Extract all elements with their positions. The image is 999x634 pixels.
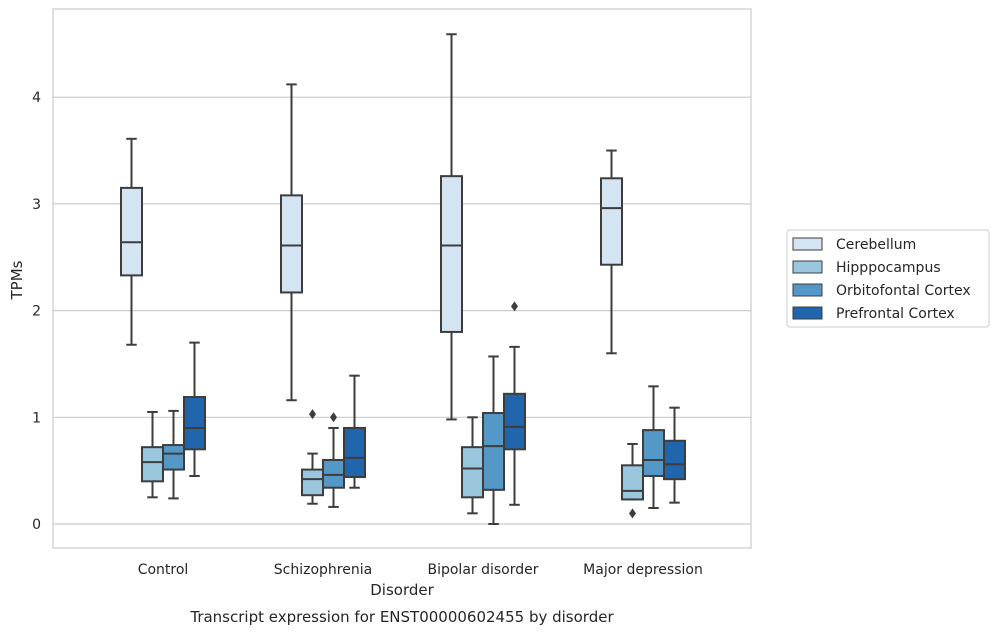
y-tick-labels: 0 1 2 3 4 <box>32 90 41 533</box>
outlier-point <box>309 409 316 420</box>
y-tick-label: 1 <box>32 410 41 426</box>
x-tick-labels: Control Schizophrenia Bipolar disorder Majo… <box>138 562 703 578</box>
y-tick-label: 3 <box>32 197 41 213</box>
legend: Cerebellum Hipppocampus Orbitofontal Corte… <box>786 229 990 328</box>
legend-label: Cerebellum <box>836 237 916 253</box>
outlier-point <box>330 412 337 423</box>
box-hipppocampus-3 <box>621 442 644 519</box>
box-cerebellum-0 <box>120 137 143 346</box>
box-body <box>663 439 686 481</box>
x-tick-label: Major depression <box>583 562 703 578</box>
legend-label: Hipppocampus <box>836 260 941 276</box>
box-body <box>183 396 206 451</box>
box-body <box>642 429 665 477</box>
x-tick-label: Bipolar disorder <box>427 562 538 578</box>
box-orbitofontal-cortex-2 <box>482 355 505 525</box>
legend-label: Prefrontal Cortex <box>836 306 955 322</box>
box-hipppocampus-0 <box>141 410 164 499</box>
outlier-point <box>511 301 518 312</box>
y-tick-label: 0 <box>32 517 41 533</box>
box-body <box>141 446 164 483</box>
box-body <box>482 412 505 491</box>
legend-label: Orbitofontal Cortex <box>836 283 971 299</box>
y-axis-label: TPMs <box>8 260 26 300</box>
box-body <box>322 458 345 489</box>
box-body <box>503 392 526 451</box>
box-body <box>301 468 324 497</box>
box-hipppocampus-1 <box>301 409 324 505</box>
legend-swatch <box>792 306 823 320</box>
outlier-point <box>629 508 636 519</box>
y-gridlines <box>53 96 751 525</box>
box-cerebellum-1 <box>280 83 303 402</box>
y-tick-label: 4 <box>32 90 41 106</box>
x-tick-label: Control <box>138 562 189 578</box>
box-prefrontal-cortex-1 <box>343 374 366 489</box>
plot-marks <box>120 33 686 525</box>
box-body <box>440 175 463 333</box>
box-body <box>461 446 484 499</box>
legend-frame <box>786 229 990 328</box>
box-body <box>343 426 366 479</box>
box-body <box>600 177 623 266</box>
box-orbitofontal-cortex-3 <box>642 385 665 509</box>
box-body <box>280 194 303 294</box>
legend-swatch <box>792 237 823 251</box>
y-tick-label: 2 <box>32 304 41 320</box>
box-body <box>162 444 185 471</box>
box-prefrontal-cortex-0 <box>183 341 206 477</box>
plot-frame <box>52 8 752 549</box>
box-prefrontal-cortex-3 <box>663 406 686 504</box>
box-body <box>120 186 143 277</box>
box-cerebellum-3 <box>600 149 623 355</box>
box-orbitofontal-cortex-0 <box>162 409 185 500</box>
box-prefrontal-cortex-2 <box>503 301 526 506</box>
x-axis-label: Disorder <box>370 581 434 599</box>
box-cerebellum-2 <box>440 33 463 421</box>
legend-swatch <box>792 283 823 297</box>
box-orbitofontal-cortex-1 <box>322 412 345 508</box>
chart-caption: Transcript expression for ENST0000060245… <box>189 608 614 626</box>
box-hipppocampus-2 <box>461 416 484 515</box>
x-tick-label: Schizophrenia <box>274 562 372 578</box>
box-body <box>621 464 644 501</box>
legend-swatch <box>792 260 823 274</box>
